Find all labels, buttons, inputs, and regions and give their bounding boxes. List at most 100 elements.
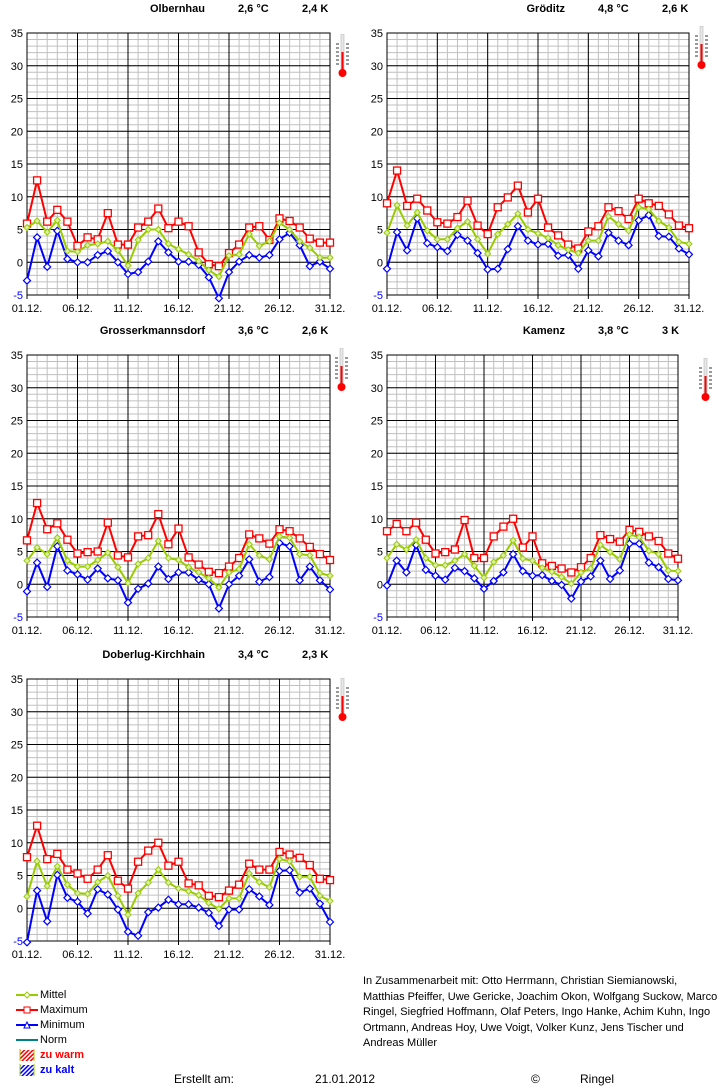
data-point-max <box>234 240 244 249</box>
data-point-min <box>143 907 153 917</box>
data-point-max <box>392 519 401 529</box>
data-point-max <box>144 217 153 226</box>
plot-border <box>386 354 679 618</box>
data-point-min <box>194 575 204 585</box>
data-point-mean <box>473 235 482 244</box>
data-point-mean <box>554 241 562 249</box>
legend-label: zu warm <box>40 1048 85 1061</box>
data-point-mean <box>265 883 274 891</box>
data-point-mean <box>144 225 152 234</box>
y-tick-label: 5 <box>377 225 383 237</box>
data-point-max <box>596 530 605 540</box>
created-date: 21.01.2012 <box>315 1072 376 1086</box>
data-point-max <box>285 527 294 536</box>
data-point-mean <box>306 551 314 560</box>
data-point-min <box>153 562 163 571</box>
data-point-mean <box>295 237 304 245</box>
data-point-mean <box>53 216 62 225</box>
data-point-min <box>518 566 528 576</box>
data-point-max <box>43 525 52 534</box>
data-point-mean <box>144 878 152 887</box>
legend: Mittel Maximum Minimum Norm zu warm zu k… <box>16 987 88 1077</box>
data-point-min <box>624 240 633 250</box>
y-tick-label: 20 <box>11 448 23 460</box>
data-point-mean <box>675 238 683 246</box>
data-point-mean <box>685 240 693 248</box>
data-point-min <box>614 236 623 245</box>
data-point-max <box>214 568 224 578</box>
y-tick-label: 30 <box>11 707 23 719</box>
data-point-mean <box>194 568 203 577</box>
data-point-max <box>43 854 52 864</box>
station-name: Olbernhau <box>149 3 205 15</box>
data-point-min <box>103 890 113 899</box>
data-point-mean <box>215 272 223 281</box>
data-point-mean <box>265 237 274 245</box>
data-point-max <box>103 851 112 860</box>
data-point-min <box>275 234 284 244</box>
y-tick-label: 30 <box>371 61 383 73</box>
data-point-min <box>315 257 325 266</box>
data-point-mean <box>114 892 122 900</box>
x-tick-label: 06.12. <box>420 625 451 637</box>
data-point-min <box>432 242 442 252</box>
data-point-max <box>144 846 153 855</box>
data-point-min <box>664 232 674 242</box>
series-minimum <box>22 865 335 947</box>
data-point-min <box>566 594 576 604</box>
data-point-mean <box>33 857 41 865</box>
data-point-min <box>42 917 52 926</box>
mean-temperature: 3,8 °C <box>598 325 629 337</box>
data-point-max <box>93 547 102 556</box>
data-point-mean <box>534 229 542 238</box>
data-point-min <box>42 582 52 592</box>
data-point-max <box>441 548 450 557</box>
y-tick-label: 10 <box>11 514 23 526</box>
data-point-min <box>305 261 315 271</box>
data-point-mean <box>63 556 72 565</box>
data-point-max <box>450 545 460 554</box>
data-point-mean <box>431 561 440 569</box>
author: Ringel <box>580 1072 615 1086</box>
plot-border <box>26 678 331 942</box>
data-point-min <box>508 549 518 559</box>
data-point-min <box>22 587 32 596</box>
data-point-max <box>184 879 193 888</box>
data-point-max <box>295 853 304 862</box>
y-tick-label: 10 <box>11 838 23 850</box>
data-point-max <box>614 207 623 216</box>
data-point-mean <box>114 563 122 571</box>
data-point-mean <box>402 545 411 554</box>
data-point-min <box>483 265 493 274</box>
x-tick-label: 26.12. <box>264 625 295 637</box>
maximum-line-icon <box>16 1006 38 1013</box>
data-point-mean <box>174 556 183 564</box>
data-point-mean <box>255 242 264 250</box>
minimum-line-icon <box>16 1020 38 1028</box>
data-point-mean <box>528 556 537 565</box>
y-tick-label: 20 <box>11 126 23 138</box>
data-point-max <box>103 208 112 218</box>
x-tick-label: 01.12. <box>12 303 43 315</box>
data-point-max <box>503 193 512 202</box>
data-point-mean <box>316 892 324 900</box>
data-point-max <box>174 217 183 226</box>
data-point-max <box>53 205 62 215</box>
data-point-mean <box>164 554 173 562</box>
data-point-mean <box>184 250 193 259</box>
data-point-min <box>113 905 123 914</box>
data-point-min <box>431 571 440 581</box>
data-point-max <box>245 530 254 539</box>
legend-item-norm: Norm <box>16 1032 88 1047</box>
x-tick-label: 21.12. <box>214 303 245 315</box>
data-point-mean <box>295 873 304 881</box>
data-point-min <box>644 210 654 220</box>
data-point-max <box>508 514 518 523</box>
data-point-min <box>214 921 224 931</box>
y-tick-label: 35 <box>11 674 23 686</box>
data-point-max <box>164 224 173 233</box>
data-point-mean <box>23 223 31 232</box>
data-point-max <box>194 248 203 257</box>
x-tick-label: 16.12. <box>523 303 554 315</box>
data-point-mean <box>43 228 51 236</box>
